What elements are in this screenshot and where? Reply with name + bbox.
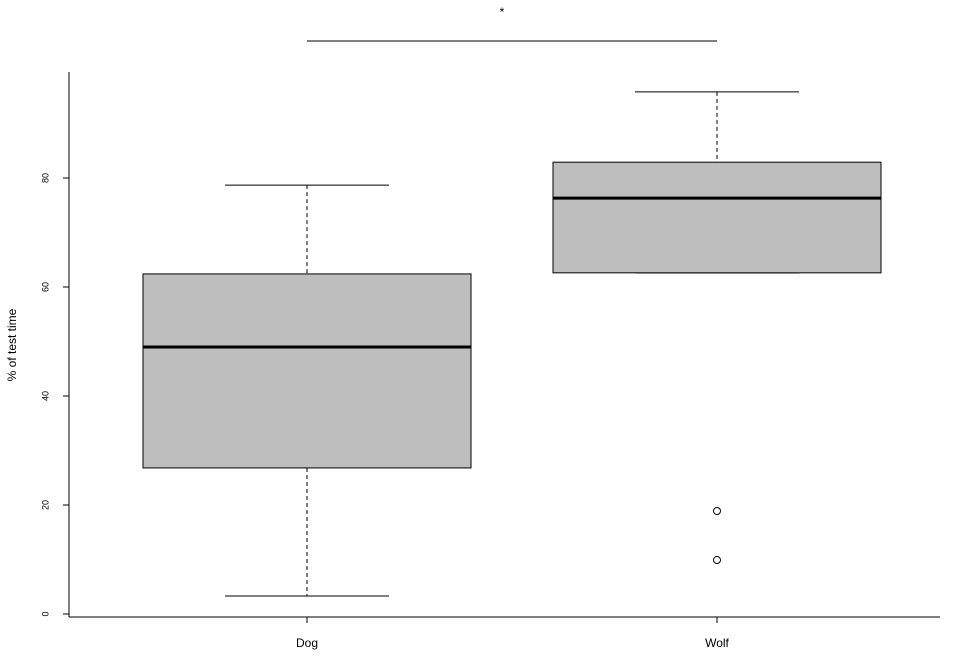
outlier [713,556,721,565]
y-tick-label: 40 [40,391,50,401]
box [552,161,882,274]
y-tick-label: 0 [40,611,50,616]
y-tick-label: 60 [40,282,50,292]
significance-label: * [500,5,505,19]
y-axis-title: % of test time [5,308,19,381]
outlier [713,506,721,515]
y-tick-label: 20 [40,500,50,510]
box [142,273,472,469]
y-tick-label: 80 [40,173,50,183]
x-tick-label: Dog [296,636,318,650]
x-tick-label: Wolf [705,636,729,650]
